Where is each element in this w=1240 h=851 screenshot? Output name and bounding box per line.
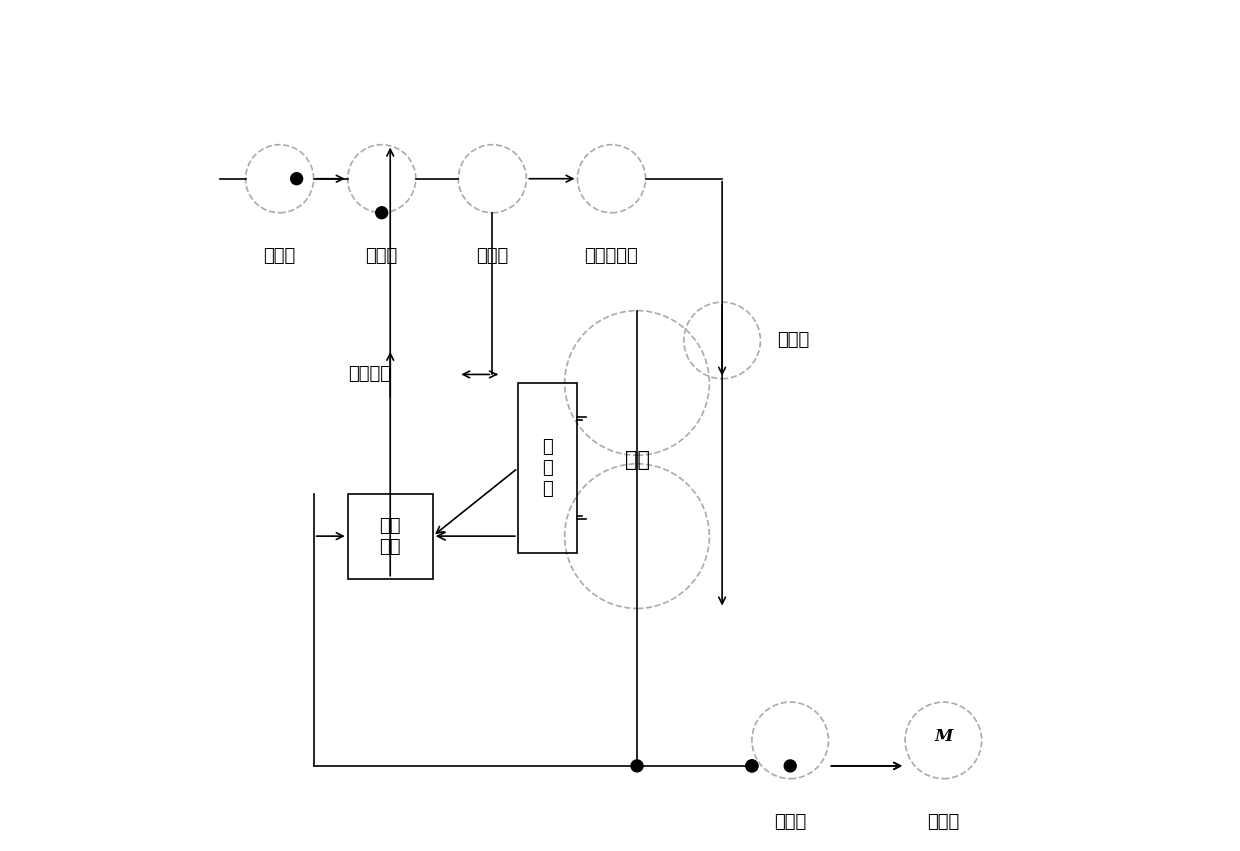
Text: 高压加热器: 高压加热器 [584, 247, 639, 265]
Text: 流量计: 流量计 [476, 247, 508, 265]
Circle shape [631, 760, 644, 772]
Circle shape [746, 760, 758, 772]
Text: 汽轮机: 汽轮机 [928, 813, 960, 831]
Text: 副调节器: 副调节器 [347, 365, 391, 384]
Text: 给水泵: 给水泵 [366, 247, 398, 265]
Circle shape [290, 173, 303, 185]
Circle shape [746, 760, 758, 772]
Text: 除氧器: 除氧器 [263, 247, 295, 265]
Text: 省燑器: 省燑器 [777, 331, 810, 350]
Text: 主调
节器: 主调 节器 [379, 517, 401, 556]
Circle shape [784, 760, 796, 772]
Text: M: M [934, 728, 952, 745]
Text: 液
位
计: 液 位 计 [542, 438, 553, 498]
Text: 汽包: 汽包 [625, 449, 650, 470]
Text: 过热器: 过热器 [774, 813, 806, 831]
Circle shape [376, 207, 388, 219]
